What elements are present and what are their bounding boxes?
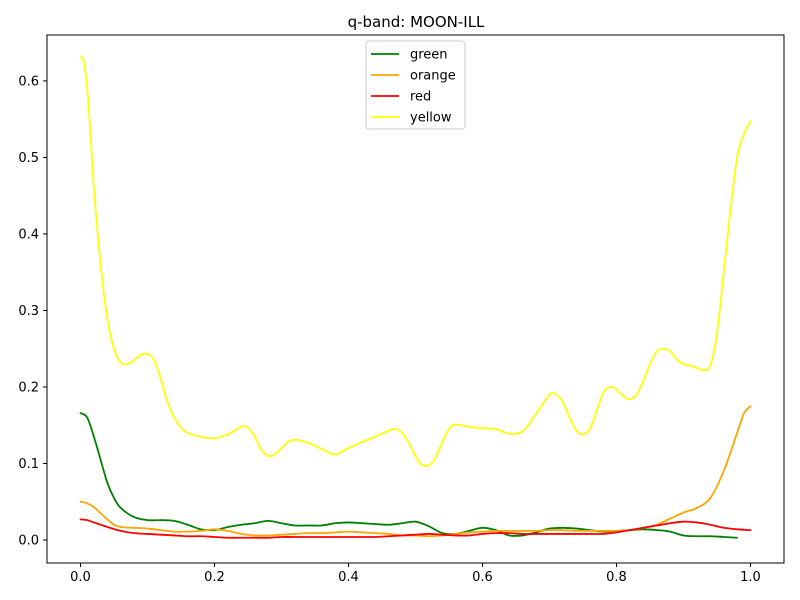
- x-axis: 0.0 0.2 0.4 0.6 0.8 1.0: [70, 563, 761, 585]
- legend-label-orange: orange: [410, 69, 456, 84]
- x-tick-label: 0.2: [204, 570, 225, 585]
- y-tick-label: 0.0: [18, 534, 39, 549]
- chart-title: q-band: MOON-ILL: [348, 13, 485, 31]
- y-tick-label: 0.3: [18, 304, 39, 319]
- series-line-red: [79, 518, 752, 539]
- plot-frame: [46, 34, 785, 564]
- legend-label-red: red: [410, 90, 431, 105]
- x-tick-label: 1.0: [740, 570, 761, 585]
- legend-label-yellow: yellow: [410, 111, 452, 126]
- y-tick-label: 0.1: [18, 457, 39, 472]
- y-axis: 0.0 0.1 0.2 0.3 0.4 0.5 0.6: [18, 74, 47, 549]
- legend-box: [365, 40, 466, 130]
- x-tick-label: 0.4: [338, 570, 359, 585]
- y-tick-label: 0.2: [18, 381, 39, 396]
- y-tick-label: 0.5: [18, 151, 39, 166]
- series-layer: [79, 55, 752, 539]
- legend-label-green: green: [410, 48, 448, 63]
- y-tick-label: 0.4: [18, 227, 39, 242]
- x-tick-label: 0.0: [70, 570, 91, 585]
- x-tick-label: 0.6: [472, 570, 493, 585]
- x-tick-label: 0.8: [606, 570, 627, 585]
- series-line-yellow: [79, 55, 752, 468]
- y-tick-label: 0.6: [18, 74, 39, 89]
- legend: green orange red yellow: [365, 40, 466, 130]
